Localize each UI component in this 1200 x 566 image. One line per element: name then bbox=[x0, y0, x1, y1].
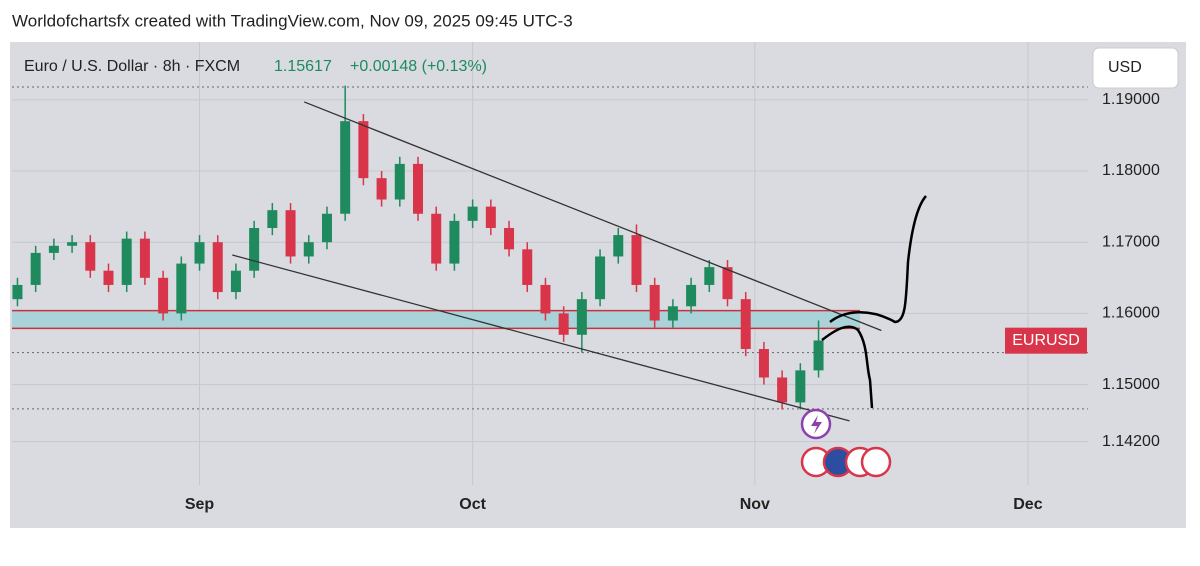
hand-drawn-path bbox=[821, 325, 874, 409]
candle-body bbox=[667, 306, 678, 321]
candle-body bbox=[230, 270, 241, 293]
candle-body bbox=[795, 370, 806, 403]
candle-body bbox=[613, 235, 624, 257]
attribution: Worldofchartsfx created with TradingView… bbox=[12, 11, 573, 30]
trendline bbox=[303, 101, 882, 332]
candle-body bbox=[139, 238, 150, 278]
candle-body bbox=[30, 252, 41, 285]
candle-body bbox=[285, 210, 296, 257]
y-tick-label: 1.18000 bbox=[1102, 162, 1160, 179]
candle-body bbox=[358, 121, 369, 179]
candle-body bbox=[758, 349, 769, 378]
lightning-icon bbox=[811, 415, 822, 434]
candle-body bbox=[686, 284, 697, 307]
candle-body bbox=[449, 220, 460, 264]
candle-body bbox=[540, 284, 551, 314]
candle-body bbox=[212, 242, 223, 293]
candle-body bbox=[595, 256, 606, 300]
price-change: +0.00148 (+0.13%) bbox=[350, 58, 487, 75]
candle-body bbox=[48, 245, 59, 253]
candle-body bbox=[67, 242, 78, 246]
candle-body bbox=[249, 227, 260, 271]
candle-body bbox=[12, 284, 23, 300]
y-tick-label: 1.14200 bbox=[1102, 433, 1160, 450]
x-tick-label: Sep bbox=[185, 496, 215, 513]
candle-body bbox=[376, 178, 387, 200]
candle-body bbox=[413, 163, 424, 214]
candle-body bbox=[576, 299, 587, 335]
candle-body bbox=[740, 299, 751, 350]
currency[interactable]: USD bbox=[1108, 59, 1142, 76]
y-tick-label: 1.15000 bbox=[1102, 376, 1160, 393]
candle-body bbox=[522, 249, 533, 285]
event-flag-us[interactable] bbox=[860, 446, 892, 478]
ticker-label: EURUSD bbox=[1012, 332, 1080, 349]
candle-body bbox=[303, 242, 314, 257]
candle-body bbox=[649, 284, 660, 321]
candle-body bbox=[267, 210, 278, 228]
candle-body bbox=[558, 313, 569, 335]
candle-body bbox=[176, 263, 187, 314]
candle-body bbox=[485, 206, 496, 228]
hand-drawn-path bbox=[829, 195, 927, 324]
last-price: 1.15617 bbox=[274, 58, 332, 75]
ticker-tag bbox=[1005, 327, 1087, 354]
candle-body bbox=[631, 235, 642, 285]
x-tick-label: Nov bbox=[740, 496, 770, 513]
candle-body bbox=[722, 267, 733, 300]
currency-box[interactable] bbox=[1092, 47, 1179, 89]
candle-body bbox=[777, 377, 788, 403]
candle-body bbox=[394, 163, 405, 200]
candle-body bbox=[321, 213, 332, 243]
zone bbox=[12, 310, 860, 329]
candle-body bbox=[340, 121, 351, 214]
symbol: Euro / U.S. Dollar · 8h · FXCM bbox=[24, 58, 240, 75]
y-tick-label: 1.19000 bbox=[1102, 91, 1160, 108]
candle-body bbox=[467, 206, 478, 221]
candle-body bbox=[813, 340, 824, 371]
candle-body bbox=[158, 277, 169, 314]
x-tick-label: Oct bbox=[459, 496, 486, 513]
trendline bbox=[232, 254, 850, 422]
candle-body bbox=[121, 238, 132, 285]
candle-body bbox=[704, 267, 715, 285]
candle-body bbox=[85, 242, 96, 271]
y-tick-label: 1.17000 bbox=[1102, 233, 1160, 250]
candle-body bbox=[431, 213, 442, 264]
plot-area: 1.19000 1.18000 1.17000 1.16000 1.15000 1.142… bbox=[12, 42, 1160, 513]
candle-body bbox=[103, 270, 114, 285]
candle-body bbox=[194, 242, 205, 264]
y-tick-label: 1.16000 bbox=[1102, 305, 1160, 322]
candle-body bbox=[504, 227, 515, 250]
x-tick-label: Dec bbox=[1013, 496, 1042, 513]
